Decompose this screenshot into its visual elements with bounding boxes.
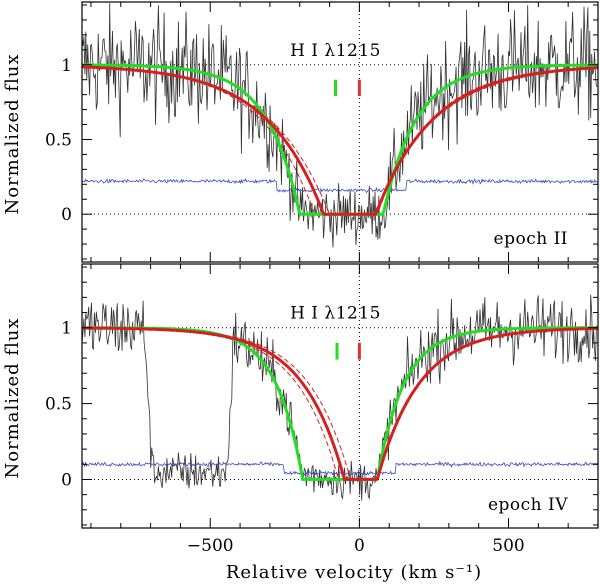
epoch-label: epoch II [494, 229, 568, 249]
x-tick-label: 0 [354, 536, 365, 556]
panel-epoch-ii: 0 0.5 1 H I λ1215 epoch II [45, 1, 599, 263]
red-model-envelope-line [82, 66, 598, 215]
red-model-envelope-line [82, 327, 598, 480]
y-tick-label: 0.5 [45, 130, 72, 150]
x-tick-label: −500 [187, 536, 234, 556]
y-tick-label: 0 [61, 205, 72, 225]
green-model-line [82, 326, 598, 481]
red-model-envelope-line [82, 66, 598, 215]
x-axis-label: Relative velocity (km s⁻¹) [226, 562, 482, 583]
panel-frame [81, 263, 599, 529]
panel-epoch-iv: 0 0.5 1 H I λ1215 epoch IV [45, 263, 599, 529]
y-tick-label: 1 [61, 319, 72, 339]
x-tick-label: 500 [492, 536, 524, 556]
line-label: H I λ1215 [290, 304, 381, 324]
red-model-line [82, 65, 598, 216]
y-axis-label-top: Normalized flux [2, 53, 23, 214]
line-label: H I λ1215 [290, 41, 381, 61]
observed-spectrum-line [82, 294, 598, 501]
red-model-envelope-line [82, 327, 598, 480]
x-tick-labels: −500 0 500 [187, 536, 525, 556]
red-model-line [82, 326, 598, 481]
green-model-line [82, 63, 598, 216]
y-axis-label-bottom: Normalized flux [2, 317, 23, 478]
y-tick-label: 0 [61, 470, 72, 490]
y-tick-label: 1 [61, 56, 72, 76]
observed-spectrum-line [82, 3, 598, 248]
error-spectrum-line [82, 460, 598, 477]
y-tick-label: 0.5 [45, 395, 72, 415]
panel-frame [81, 1, 599, 263]
epoch-label: epoch IV [488, 495, 568, 515]
error-spectrum-line [82, 177, 598, 194]
